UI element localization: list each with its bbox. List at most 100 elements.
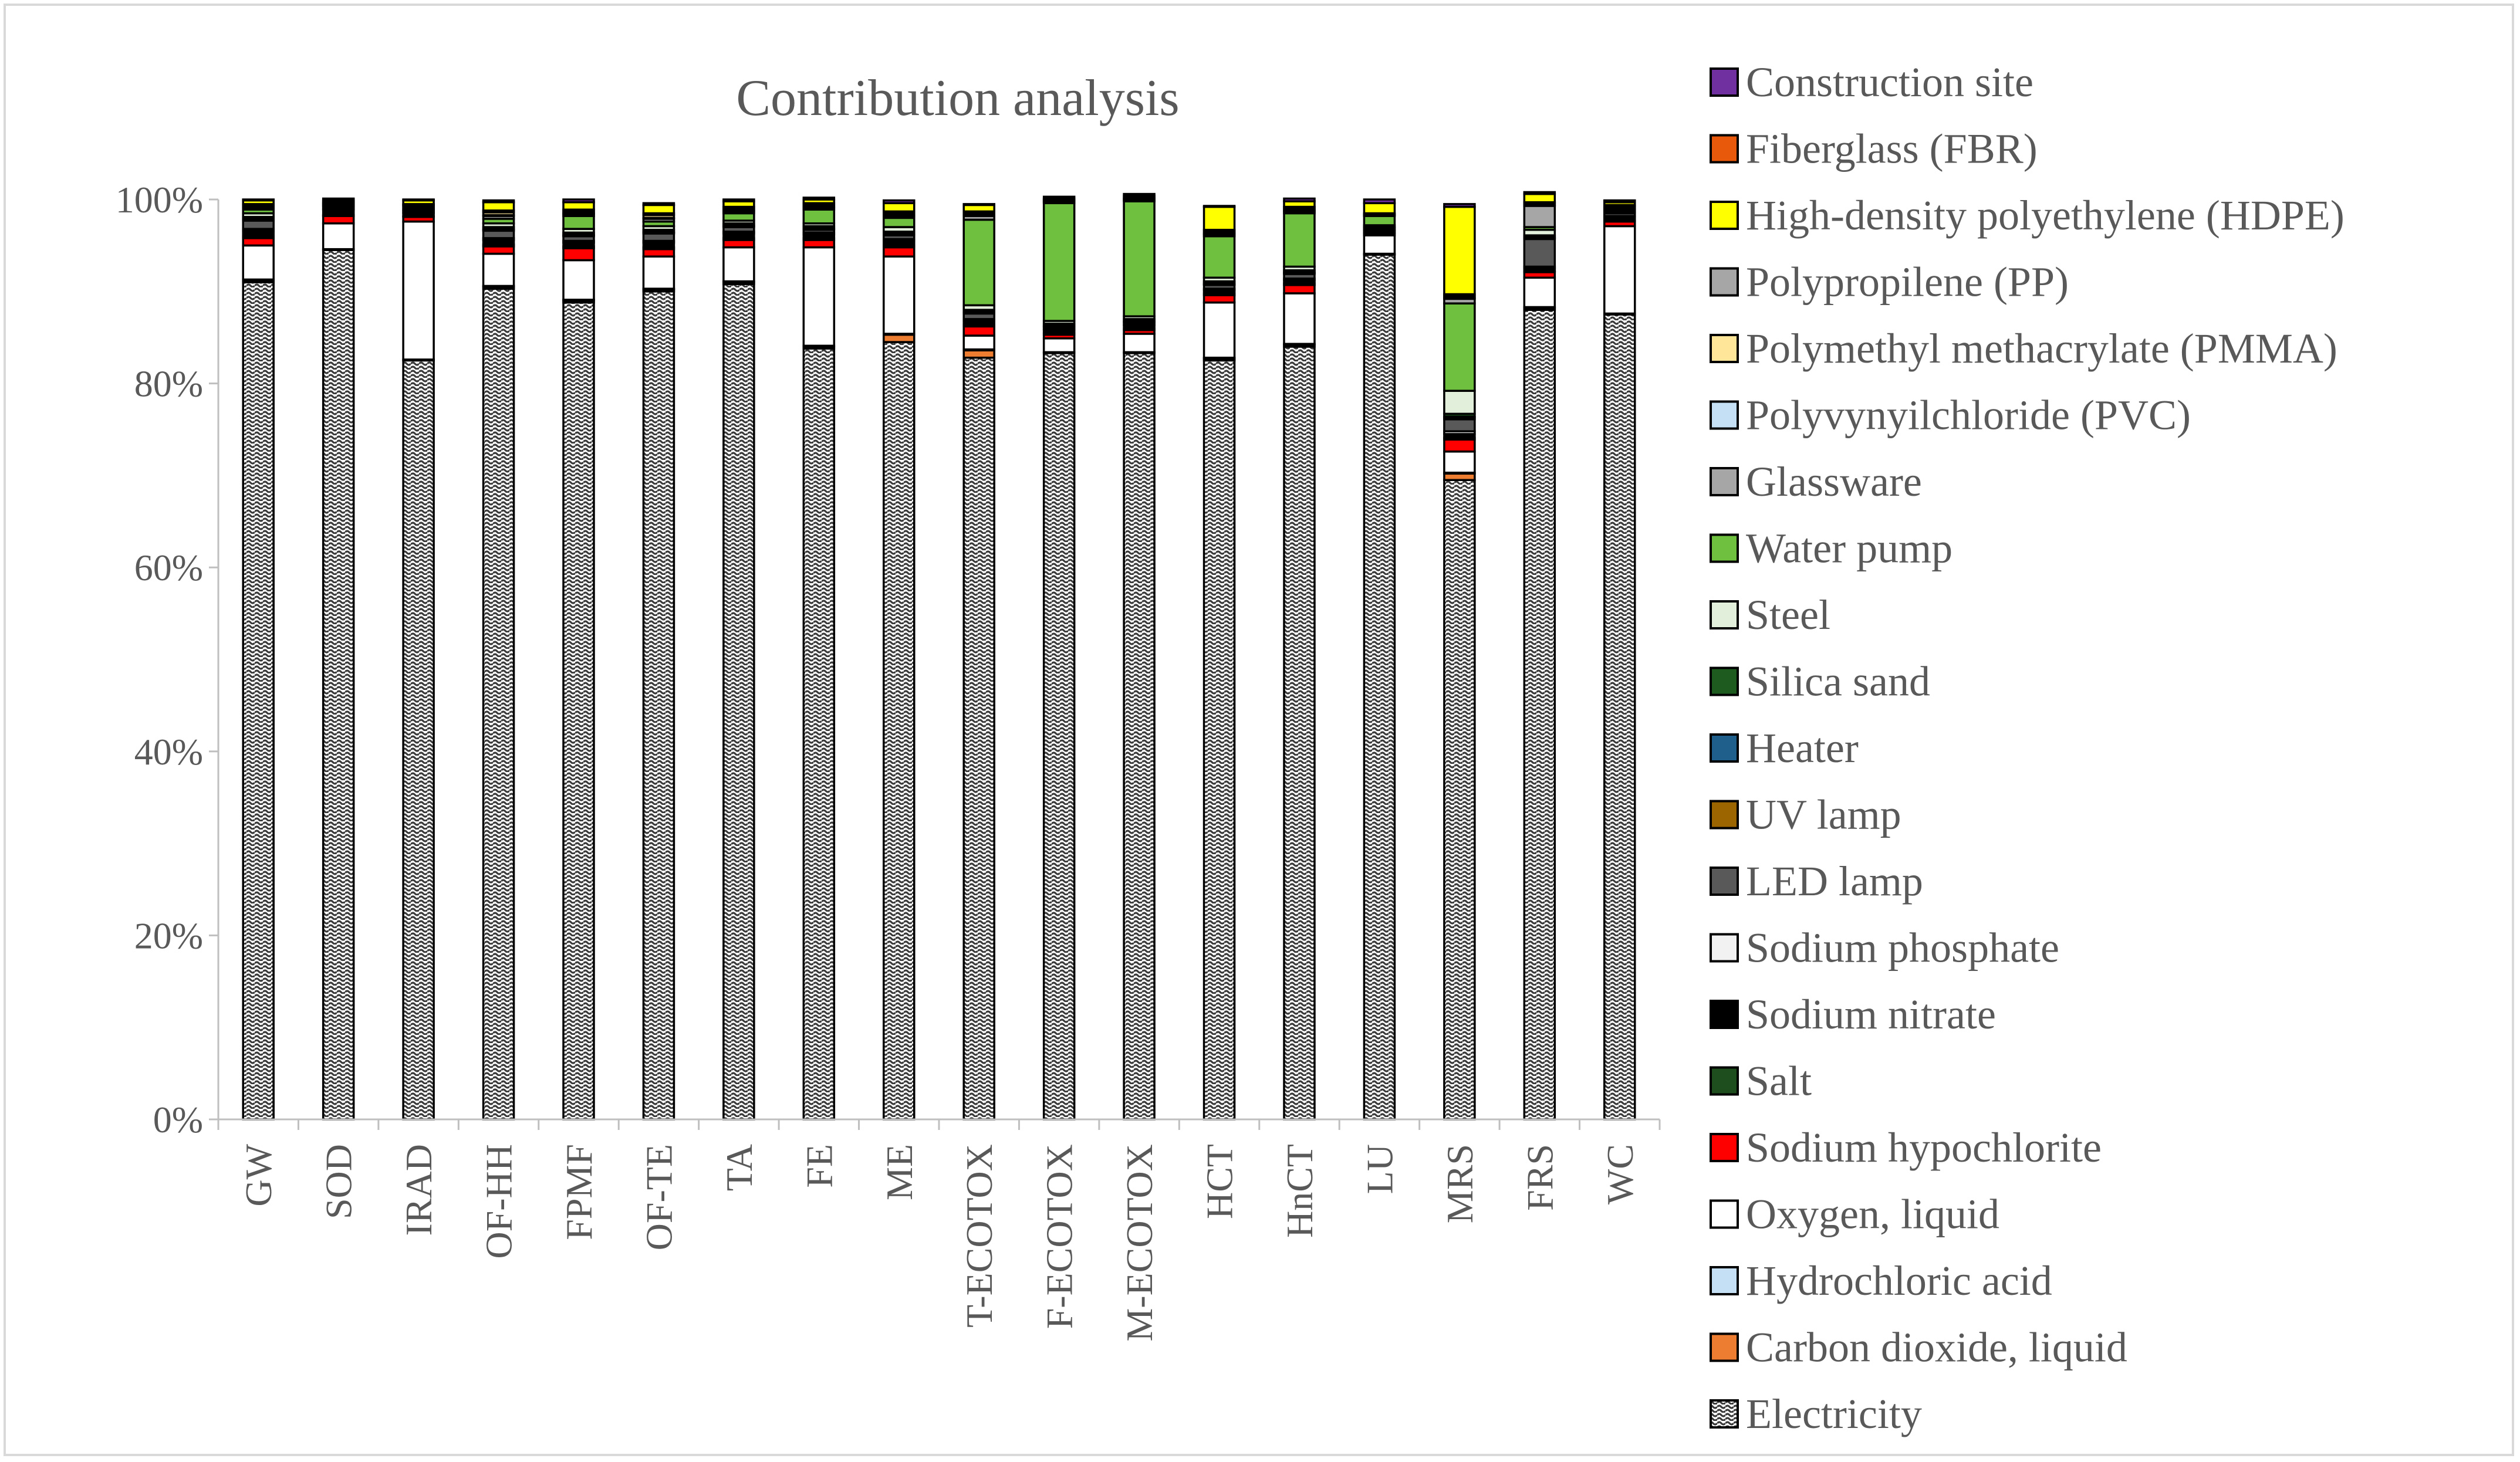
bar-segment (883, 246, 916, 258)
bar-segment (802, 246, 836, 347)
bar-segment (962, 356, 995, 1121)
legend-item: Sodium phosphate (1710, 925, 2059, 972)
bar-segment (562, 201, 595, 211)
legend-swatch (1710, 267, 1739, 297)
bar-SOD (322, 197, 355, 1121)
bar-segment (482, 229, 515, 239)
legend-item: Salt (1710, 1058, 1812, 1105)
bar-segment (562, 247, 595, 262)
bar-segment (1042, 202, 1076, 322)
x-tick-label: TA (718, 1144, 760, 1191)
bar-segment (562, 198, 595, 204)
x-tick-label: FPMF (558, 1144, 600, 1240)
bar-segment (722, 239, 755, 249)
legend-label: Glassware (1746, 458, 1922, 505)
bar-segment (962, 218, 995, 307)
bar-segment (1443, 418, 1476, 432)
bar-segment (1202, 301, 1236, 359)
legend-label: Oxygen, liquid (1746, 1191, 1999, 1238)
bar-segment (402, 220, 435, 361)
bar-segment (1443, 479, 1476, 1121)
legend-item: Sodium nitrate (1710, 991, 1996, 1038)
y-tick-label: 100% (116, 179, 203, 221)
legend-swatch (1710, 1332, 1739, 1362)
x-axis: GW SOD IRAD OF-HH FPMF OF-TE TA FE ME T-ECOTOX F-E… (217, 1118, 1661, 1342)
legend-label: High-density polyethylene (HDPE) (1746, 192, 2345, 239)
bar-segment (1202, 235, 1236, 279)
chart-title: Contribution analysis (736, 70, 1179, 127)
legend-swatch (1710, 134, 1739, 164)
legend-swatch (1710, 67, 1739, 97)
legend-swatch (1710, 933, 1739, 963)
bar-segment (242, 281, 275, 1121)
bar-segment (322, 197, 355, 202)
bar-segment (482, 199, 515, 204)
bar-segment (1123, 192, 1156, 197)
bar-segment (1202, 359, 1236, 1121)
y-axis: 0% 20% 40% 60% 80% 100% (116, 179, 219, 1141)
legend-swatch (1710, 800, 1739, 830)
bar-segment (1603, 225, 1636, 315)
legend-label: LED lamp (1746, 858, 1923, 905)
legend-item: UV lamp (1710, 791, 1901, 838)
bar-ME (883, 199, 916, 1121)
x-tick-label: FE (798, 1144, 840, 1188)
x-tick-label: OF-TE (638, 1144, 680, 1250)
bar-TA (722, 198, 755, 1121)
x-tick-label: FRS (1519, 1144, 1560, 1211)
y-tick-label: 60% (134, 547, 203, 588)
x-tick-label: HnCT (1279, 1144, 1320, 1238)
bar-segment (482, 201, 515, 212)
y-tick-label: 40% (134, 731, 203, 773)
bar-segment (1283, 292, 1316, 345)
legend-label: Polyvynyilchloride (PVC) (1746, 392, 2191, 439)
bar-LU (1363, 198, 1396, 1121)
legend-label: Sodium hypochlorite (1746, 1124, 2102, 1171)
legend-item: Heater (1710, 725, 1859, 771)
bar-segment (802, 197, 836, 201)
legend-item: Glassware (1710, 458, 1922, 505)
bars (242, 191, 1636, 1121)
legend-item: High-density polyethylene (HDPE) (1710, 192, 2345, 239)
bar-OF-HH (482, 199, 515, 1121)
bar-HCT (1202, 205, 1236, 1121)
legend-item: Carbon dioxide, liquid (1710, 1324, 2127, 1371)
bar-segment (1123, 352, 1156, 1121)
legend-swatch (1710, 666, 1739, 696)
legend-label: Fiberglass (FBR) (1746, 126, 2038, 172)
bar-segment (1523, 276, 1556, 309)
bar-segment (1603, 313, 1636, 1121)
legend-item: Polyvynyilchloride (PVC) (1710, 392, 2191, 439)
legend-swatch (1710, 400, 1739, 430)
x-tick-label: OF-HH (478, 1144, 520, 1259)
legend-item: Oxygen, liquid (1710, 1191, 1999, 1238)
bar-segment (802, 239, 836, 249)
bar-segment (722, 246, 755, 283)
bar-segment (962, 349, 995, 359)
legend-label: Steel (1746, 591, 1830, 638)
bar-segment (1042, 195, 1076, 200)
bar-segment (1603, 199, 1636, 204)
bar-segment (1443, 203, 1476, 208)
legend-item: Sodium hypochlorite (1710, 1124, 2102, 1171)
legend-item: Water pump (1710, 525, 1953, 572)
x-tick-label: MRS (1439, 1144, 1481, 1223)
bar-segment (1202, 294, 1236, 304)
bar-segment (1202, 205, 1236, 231)
legend-item: LED lamp (1710, 858, 1923, 905)
bar-segment (883, 255, 916, 335)
bar-segment (322, 222, 355, 251)
bar-segment (883, 333, 916, 343)
x-tick-label: HCT (1199, 1144, 1241, 1219)
bar-segment (1523, 191, 1556, 195)
bar-segment (1523, 238, 1556, 268)
legend-label: Hydrochloric acid (1746, 1257, 2052, 1304)
bar-IRAD (402, 198, 435, 1121)
bar-segment (242, 244, 275, 281)
bar-segment (883, 199, 916, 205)
bar-segment (1123, 333, 1156, 354)
bar-segment (1363, 234, 1396, 255)
bar-segment (562, 301, 595, 1121)
bar-segment (1283, 346, 1316, 1121)
bar-segment (1202, 205, 1236, 208)
